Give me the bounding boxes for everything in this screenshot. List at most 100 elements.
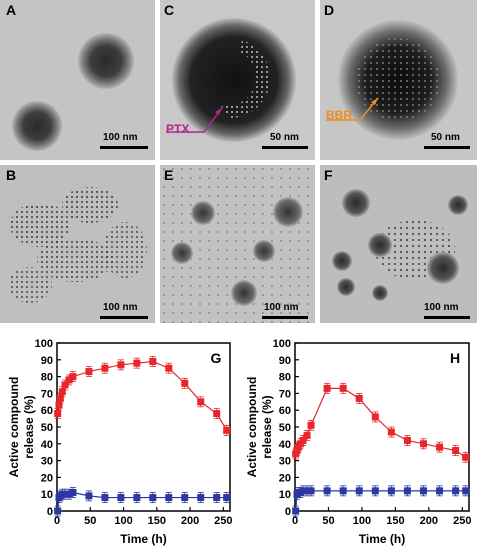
data-point xyxy=(58,388,66,396)
scale-bar-label: 100 nm xyxy=(103,302,138,313)
x-tick-label: 50 xyxy=(322,515,334,527)
data-point xyxy=(419,487,427,495)
scale-bar xyxy=(262,146,308,149)
y-tick-label: 50 xyxy=(279,422,291,434)
data-point xyxy=(387,428,395,436)
panel-label-c: C xyxy=(164,2,175,18)
panel-label-e: E xyxy=(164,167,174,183)
drug-nanoparticle-cluster xyxy=(356,38,440,122)
data-point xyxy=(436,487,444,495)
micelle-particle xyxy=(171,242,193,264)
y-axis-label: Active compound release (%) xyxy=(245,377,274,478)
data-point xyxy=(165,494,173,502)
tem-panel-e: E 100 nm xyxy=(160,165,315,323)
data-point xyxy=(387,487,395,495)
chart-panel-label: H xyxy=(450,350,460,366)
data-point xyxy=(355,394,363,402)
y-tick-label: 60 xyxy=(41,405,53,417)
tem-image-e xyxy=(160,165,315,323)
data-point xyxy=(165,364,173,372)
x-tick-label: 250 xyxy=(453,515,471,527)
data-point xyxy=(181,494,189,502)
x-tick-label: 200 xyxy=(181,515,199,527)
y-axis-label: Active compound release (%) xyxy=(7,377,36,478)
scale-bar xyxy=(100,146,148,149)
tem-panel-f: F 100 nm xyxy=(320,165,477,323)
y-tick-label: 10 xyxy=(41,489,53,501)
micelle-particle xyxy=(342,189,370,217)
data-point xyxy=(65,490,73,498)
y-tick-label: 90 xyxy=(279,355,291,367)
data-point xyxy=(117,361,125,369)
data-point xyxy=(339,384,347,392)
x-tick-label: 100 xyxy=(353,515,371,527)
data-point xyxy=(403,436,411,444)
x-axis-label: Time (h) xyxy=(359,532,405,546)
micelle-particle xyxy=(273,197,303,227)
x-tick-label: 0 xyxy=(54,515,60,527)
y-tick-label: 100 xyxy=(273,338,291,350)
x-axis-label: Time (h) xyxy=(120,532,166,546)
data-point xyxy=(371,413,379,421)
micelle-particle xyxy=(337,278,355,296)
data-point xyxy=(371,487,379,495)
y-axis-label-line2: release (%) xyxy=(260,395,274,458)
data-point xyxy=(323,384,331,392)
y-tick-label: 70 xyxy=(41,388,53,400)
y-tick-label: 90 xyxy=(41,355,53,367)
y-tick-label: 10 xyxy=(279,489,291,501)
micelle-particle xyxy=(78,33,134,89)
y-tick-label: 20 xyxy=(41,472,53,484)
y-tick-label: 0 xyxy=(285,506,291,518)
data-point xyxy=(181,379,189,387)
x-tick-label: 150 xyxy=(386,515,404,527)
data-point xyxy=(462,453,470,461)
tem-image-d xyxy=(326,20,458,140)
x-tick-label: 0 xyxy=(292,515,298,527)
x-tick-label: 150 xyxy=(148,515,166,527)
y-axis-label-line1: Active compound xyxy=(7,377,21,478)
y-tick-label: 80 xyxy=(41,372,53,384)
data-point xyxy=(117,494,125,502)
panel-label-d: D xyxy=(324,2,335,18)
data-point xyxy=(197,494,205,502)
y-tick-label: 100 xyxy=(35,338,53,350)
x-tick-label: 200 xyxy=(420,515,438,527)
annotation-arrow xyxy=(326,97,379,121)
data-point xyxy=(133,359,141,367)
data-point xyxy=(69,489,77,497)
data-point xyxy=(213,410,221,418)
data-point xyxy=(56,394,64,402)
micelle-particle xyxy=(172,18,296,142)
release-chart-g: 0 10 20 30 40 50 60 70 80 90 100 0 50 100 150 200 250 Tim… xyxy=(7,338,233,546)
data-point xyxy=(61,490,69,498)
data-point xyxy=(85,368,93,376)
panel-label-a: A xyxy=(6,2,17,18)
y-tick-label: 60 xyxy=(279,405,291,417)
x-tick-label: 250 xyxy=(214,515,232,527)
data-point xyxy=(65,376,73,384)
drug-nanoparticle-cluster xyxy=(220,40,271,119)
y-tick-label: 80 xyxy=(279,372,291,384)
series-line xyxy=(57,360,228,431)
scale-bar xyxy=(424,316,470,319)
data-point xyxy=(452,447,460,455)
data-point xyxy=(197,398,205,406)
data-point xyxy=(303,431,311,439)
data-point xyxy=(61,381,69,389)
micelle-particle xyxy=(372,285,388,301)
tem-image-b xyxy=(8,187,147,303)
plot-frame xyxy=(56,342,231,512)
micelle-particle xyxy=(448,195,468,215)
data-point xyxy=(54,507,62,515)
data-point xyxy=(54,410,62,418)
panel-label-b: B xyxy=(6,167,17,183)
micelle-particle xyxy=(253,240,275,262)
data-point xyxy=(419,440,427,448)
data-point xyxy=(85,492,93,500)
data-point xyxy=(307,421,315,429)
tem-image-c xyxy=(166,18,296,142)
data-point xyxy=(292,507,300,515)
data-point xyxy=(101,364,109,372)
bbr-annotation: BBR xyxy=(326,108,352,122)
